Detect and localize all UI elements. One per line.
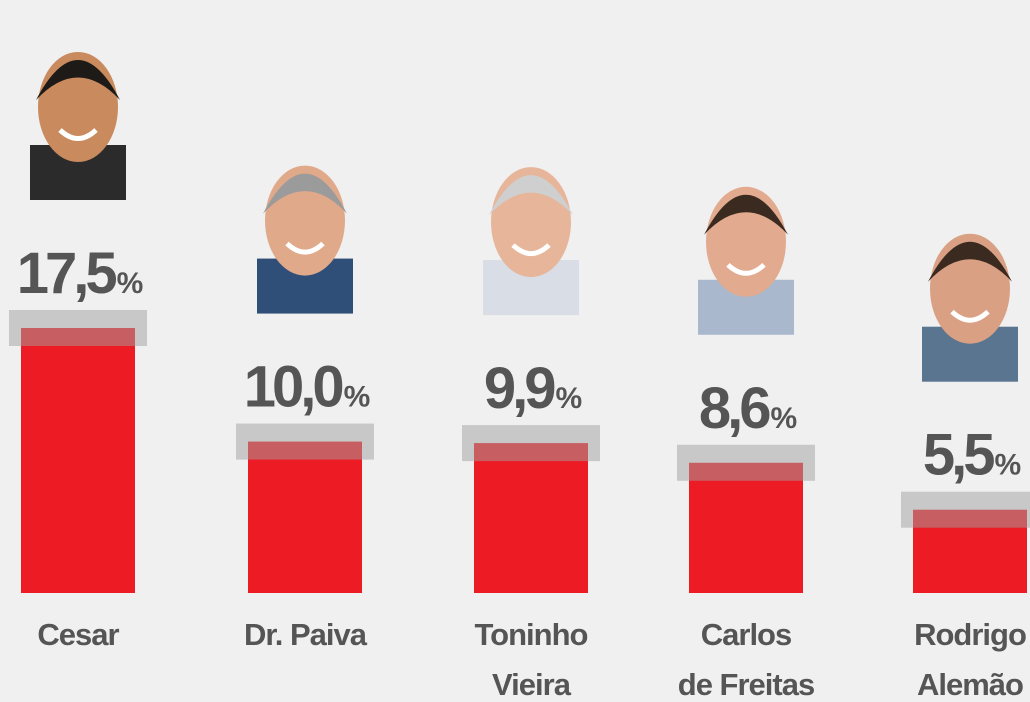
- value-label: 17,5%: [17, 241, 143, 306]
- bar: [474, 443, 588, 593]
- value-label: 10,0%: [244, 355, 370, 420]
- chart: 17,5% Cesar 10,0% Dr. Paiva 9,9% Toninho Vieir…: [0, 0, 1030, 702]
- portrait: [30, 52, 126, 200]
- portrait: [698, 187, 794, 335]
- bar-cap: [901, 492, 1030, 528]
- bar-cap: [677, 445, 815, 481]
- category-label: Vieira: [492, 667, 572, 702]
- portrait: [257, 166, 353, 314]
- bar-cap: [462, 425, 600, 461]
- bar-cap: [236, 424, 374, 460]
- page: 17,5% Cesar 10,0% Dr. Paiva 9,9% Toninho Vieir…: [0, 0, 1030, 702]
- category-label: de Freitas: [678, 667, 814, 702]
- value-label: 5,5%: [923, 423, 1021, 488]
- category-label: Alemão: [917, 667, 1023, 702]
- category-label: Toninho: [475, 617, 588, 652]
- portrait: [922, 234, 1018, 382]
- category-label: Dr. Paiva: [244, 617, 368, 652]
- value-label: 9,9%: [484, 356, 582, 421]
- bar: [689, 463, 803, 593]
- bar: [21, 328, 135, 593]
- bar: [248, 442, 362, 593]
- category-label: Cesar: [37, 617, 119, 652]
- bar-cap: [9, 310, 147, 346]
- category-label: Rodrigo: [914, 617, 1026, 652]
- value-label: 8,6%: [699, 376, 797, 441]
- category-label: Carlos: [701, 617, 791, 652]
- portrait: [483, 167, 579, 315]
